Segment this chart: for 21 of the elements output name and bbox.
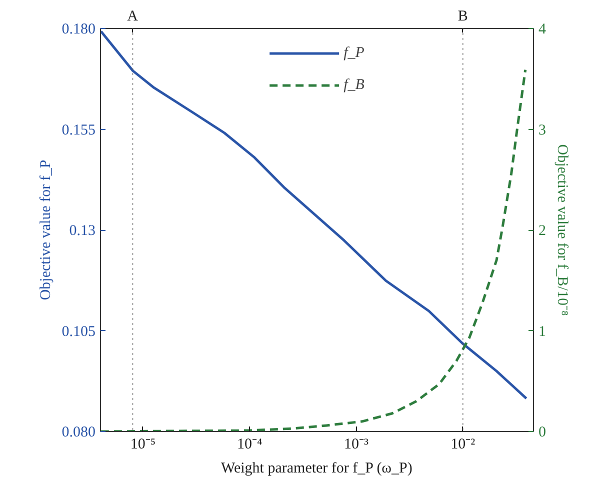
y-tick-label: 0.155 bbox=[62, 122, 96, 138]
y2-tick-label: 4 bbox=[538, 22, 546, 38]
y-tick-label: 0.180 bbox=[62, 22, 96, 38]
y-tick-label: 0.13 bbox=[69, 223, 96, 239]
y2-tick-label: 1 bbox=[538, 324, 546, 340]
ref-line-label: B bbox=[458, 8, 468, 24]
legend-label: f_B bbox=[344, 76, 364, 94]
x-tick-label: 10⁻⁵ bbox=[130, 436, 156, 452]
x-tick-label: 10⁻³ bbox=[344, 436, 369, 452]
y2-tick-label: 0 bbox=[538, 424, 546, 440]
legend-label: f_P bbox=[344, 44, 364, 62]
y2-axis-title: Objective value for f_B/10⁻⁸ bbox=[554, 144, 570, 316]
y2-tick-label: 3 bbox=[538, 122, 546, 138]
y-tick-label: 0.080 bbox=[62, 424, 96, 440]
y2-tick-label: 2 bbox=[538, 223, 546, 239]
x-axis-title: Weight parameter for f_P (ω_P) bbox=[221, 460, 412, 476]
y-tick-label: 0.105 bbox=[62, 324, 96, 340]
y-axis-title: Objective value for f_P bbox=[38, 160, 54, 300]
x-tick-label: 10⁻⁴ bbox=[236, 436, 262, 452]
ref-line-label: A bbox=[127, 8, 138, 24]
x-tick-label: 10⁻² bbox=[450, 436, 476, 452]
